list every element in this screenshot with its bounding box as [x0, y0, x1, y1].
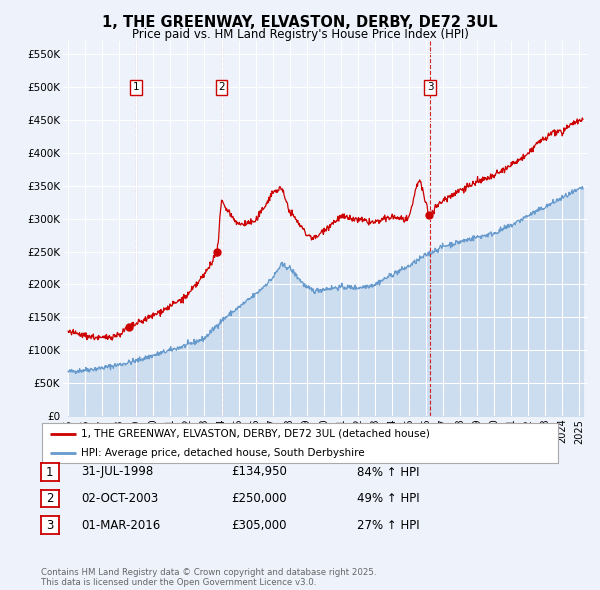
Text: 31-JUL-1998: 31-JUL-1998: [81, 466, 153, 478]
Text: 27% ↑ HPI: 27% ↑ HPI: [357, 519, 419, 532]
Text: 84% ↑ HPI: 84% ↑ HPI: [357, 466, 419, 478]
Text: 2: 2: [46, 492, 53, 505]
Text: HPI: Average price, detached house, South Derbyshire: HPI: Average price, detached house, Sout…: [80, 448, 364, 458]
Text: Price paid vs. HM Land Registry's House Price Index (HPI): Price paid vs. HM Land Registry's House …: [131, 28, 469, 41]
Text: £250,000: £250,000: [231, 492, 287, 505]
Text: 02-OCT-2003: 02-OCT-2003: [81, 492, 158, 505]
Text: £305,000: £305,000: [231, 519, 287, 532]
Text: 01-MAR-2016: 01-MAR-2016: [81, 519, 160, 532]
Text: 1, THE GREENWAY, ELVASTON, DERBY, DE72 3UL: 1, THE GREENWAY, ELVASTON, DERBY, DE72 3…: [102, 15, 498, 30]
Text: £134,950: £134,950: [231, 466, 287, 478]
Text: 1, THE GREENWAY, ELVASTON, DERBY, DE72 3UL (detached house): 1, THE GREENWAY, ELVASTON, DERBY, DE72 3…: [80, 429, 430, 439]
Text: 49% ↑ HPI: 49% ↑ HPI: [357, 492, 419, 505]
Text: 2: 2: [218, 83, 225, 92]
Text: 3: 3: [46, 519, 53, 532]
Text: 3: 3: [427, 83, 434, 92]
Text: 1: 1: [46, 466, 53, 478]
Text: 1: 1: [133, 83, 140, 92]
Text: Contains HM Land Registry data © Crown copyright and database right 2025.
This d: Contains HM Land Registry data © Crown c…: [41, 568, 376, 587]
